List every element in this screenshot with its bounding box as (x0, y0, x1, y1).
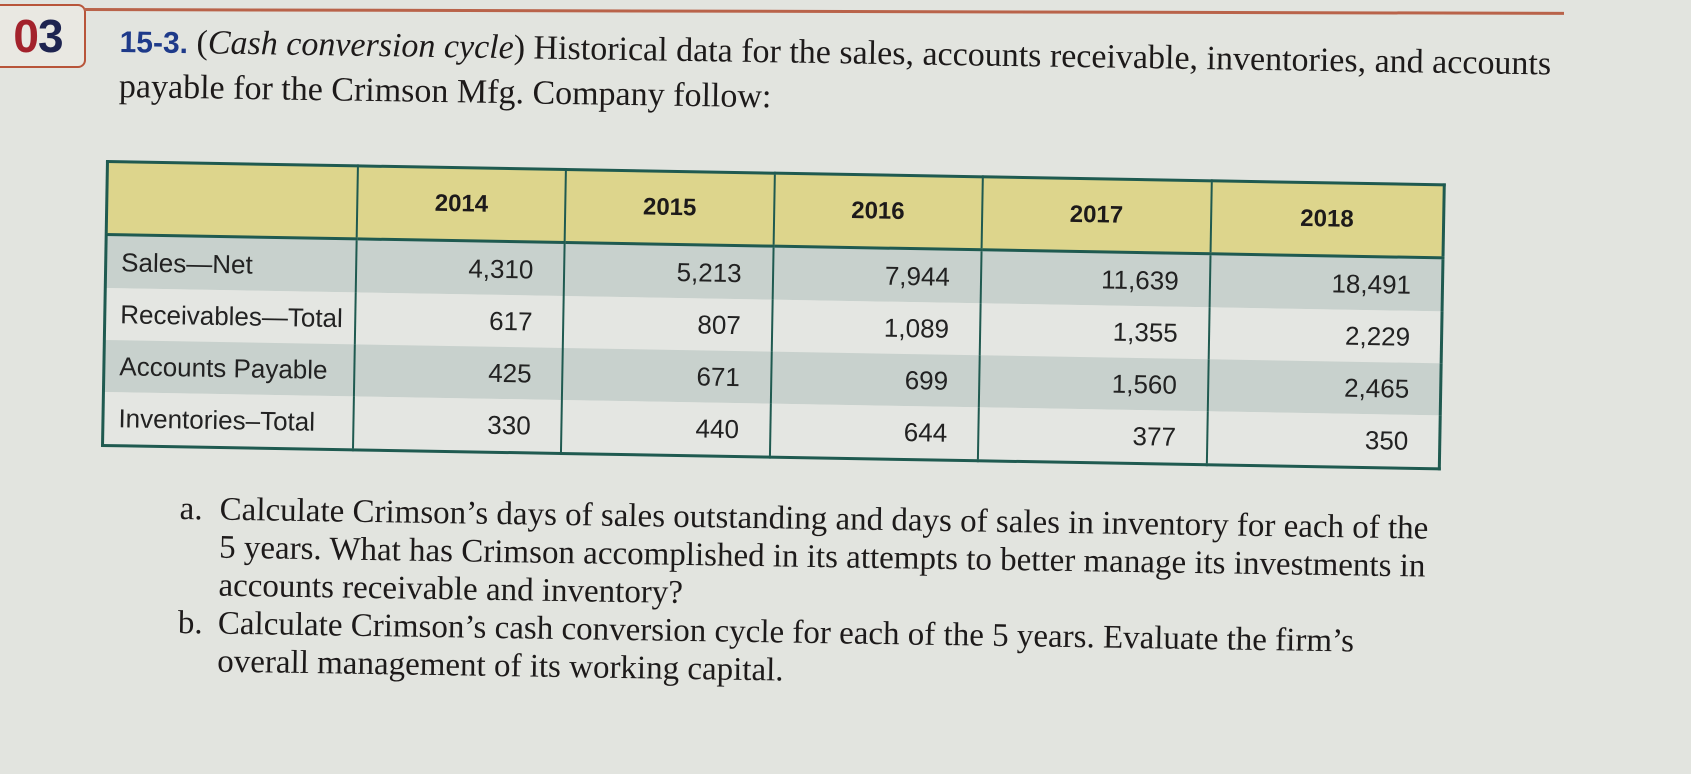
row-label: Inventories–Total (102, 391, 354, 450)
question-letter: b. (177, 604, 203, 642)
row-label: Accounts Payable (103, 339, 355, 397)
badge-digit-1: 0 (13, 10, 39, 62)
table-cell: 644 (769, 403, 979, 461)
table-cell: 699 (770, 351, 980, 408)
header-cell: 2014 (356, 165, 567, 243)
table-cell: 807 (563, 296, 773, 352)
table-cell: 11,639 (980, 249, 1211, 308)
header-cell: 2015 (564, 169, 775, 247)
header-cell: 2016 (773, 173, 983, 250)
question-a: a. Calculate Crimson’s days of sales out… (178, 490, 1440, 624)
table-cell: 2,229 (1208, 307, 1443, 364)
table-cell: 671 (562, 348, 772, 404)
table-cell: 425 (353, 344, 564, 400)
table-cell: 2,465 (1207, 359, 1442, 416)
table-cell: 4,310 (355, 238, 565, 297)
table-cell: 377 (977, 407, 1208, 465)
header-cell: 2017 (981, 176, 1212, 254)
problem-title: Cash conversion cycle (207, 24, 515, 67)
table-cell: 7,944 (772, 246, 982, 304)
badge-digit-2: 3 (38, 10, 64, 62)
problem-header: 15-3. (Cash conversion cycle) Historical… (118, 24, 1552, 116)
question-list: a. Calculate Crimson’s days of sales out… (177, 490, 1440, 700)
table-cell: 350 (1206, 411, 1441, 469)
table-cell: 1,355 (979, 303, 1210, 360)
table-cell: 440 (561, 399, 771, 458)
header-cell: 2018 (1210, 180, 1445, 258)
top-rule-divider (83, 8, 1564, 15)
question-text: Calculate Crimson’s days of sales outsta… (218, 491, 1429, 611)
problem-number: 15-3. (119, 25, 189, 61)
question-letter: a. (179, 490, 203, 528)
table-cell: 617 (354, 292, 564, 349)
row-label: Receivables—Total (104, 288, 356, 345)
table-cell: 5,213 (563, 242, 774, 300)
table-cell: 1,560 (978, 355, 1209, 412)
table-cell: 18,491 (1209, 253, 1443, 312)
financial-data-table: 2014 2015 2016 2017 2018 Sales—Net 4,310… (100, 160, 1446, 471)
row-label: Sales—Net (105, 234, 357, 293)
table-cell: 1,089 (771, 299, 981, 356)
header-cell (106, 161, 358, 239)
data-table-container: 2014 2015 2016 2017 2018 Sales—Net 4,310… (100, 160, 1446, 471)
table-cell: 330 (352, 396, 563, 454)
